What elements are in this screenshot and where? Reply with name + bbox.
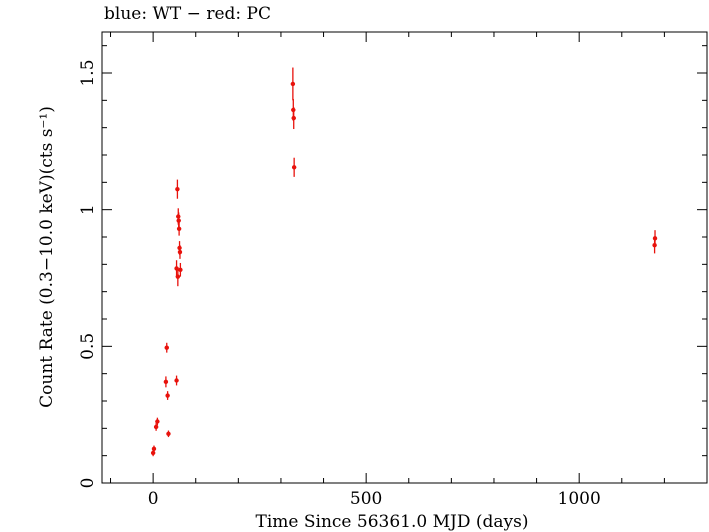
data-point — [177, 245, 183, 259]
data-point — [165, 391, 170, 400]
point-marker — [178, 267, 183, 272]
data-point — [291, 107, 296, 130]
x-tick-label: 1000 — [558, 489, 601, 509]
point-marker — [177, 249, 183, 255]
data-point — [174, 375, 179, 386]
data-point — [178, 262, 183, 277]
point-marker — [166, 431, 171, 436]
point-marker — [163, 379, 169, 385]
data-point — [155, 417, 160, 426]
point-marker — [175, 186, 180, 192]
data-point — [166, 430, 171, 438]
point-marker — [290, 81, 296, 87]
point-marker — [291, 115, 296, 121]
x-tick-label: 500 — [350, 489, 382, 509]
point-marker — [175, 274, 181, 279]
data-point — [151, 445, 157, 453]
data-point — [163, 376, 169, 388]
y-tick-label: 1.5 — [78, 59, 98, 86]
point-marker — [155, 419, 160, 424]
data-point — [291, 157, 297, 177]
point-marker — [174, 378, 179, 383]
data-point — [290, 67, 296, 101]
data-point — [652, 230, 658, 247]
point-marker — [652, 236, 658, 241]
point-marker — [164, 345, 169, 350]
y-axis-label: Count Rate (0.3−10.0 keV)(cts s⁻¹) — [37, 106, 57, 408]
data-point — [175, 267, 181, 287]
chart-title: blue: WT − red: PC — [104, 4, 271, 24]
data-points — [150, 67, 658, 457]
y-tick-label: 0.5 — [78, 333, 98, 360]
point-marker — [176, 226, 182, 231]
y-tick-label: 0 — [78, 478, 98, 489]
point-marker — [150, 450, 156, 456]
point-marker — [153, 424, 159, 430]
plot-frame — [101, 31, 708, 484]
data-point — [176, 221, 182, 236]
data-point — [164, 342, 169, 353]
data-point — [153, 423, 159, 431]
axis-ticks: 0 500 1000 0 0.5 1 1.5 — [78, 32, 708, 509]
point-marker — [165, 393, 170, 398]
point-marker — [151, 446, 157, 452]
data-point — [175, 179, 180, 199]
y-tick-label: 1 — [78, 204, 98, 215]
x-axis-label: Time Since 56361.0 MJD (days) — [256, 512, 529, 532]
x-tick-label: 0 — [148, 489, 159, 509]
point-marker — [291, 165, 297, 170]
point-marker — [176, 218, 181, 223]
